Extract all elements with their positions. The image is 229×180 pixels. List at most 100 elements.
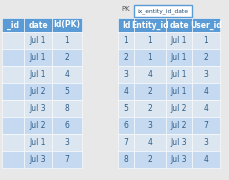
FancyBboxPatch shape <box>191 117 219 134</box>
FancyBboxPatch shape <box>2 117 24 134</box>
Text: 4: 4 <box>64 70 69 79</box>
FancyBboxPatch shape <box>165 100 191 117</box>
Text: 6: 6 <box>64 121 69 130</box>
FancyBboxPatch shape <box>24 49 52 66</box>
FancyBboxPatch shape <box>165 117 191 134</box>
Text: User_id: User_id <box>189 20 221 30</box>
Text: date: date <box>169 21 188 30</box>
FancyBboxPatch shape <box>191 134 219 151</box>
Text: 2: 2 <box>147 104 152 113</box>
Text: Entity_id: Entity_id <box>131 20 168 30</box>
Text: _id: _id <box>7 20 19 30</box>
Text: 8: 8 <box>64 104 69 113</box>
FancyBboxPatch shape <box>134 134 165 151</box>
Text: Jul 3: Jul 3 <box>30 104 46 113</box>
Text: 8: 8 <box>123 155 128 164</box>
FancyBboxPatch shape <box>52 100 82 117</box>
Text: 4: 4 <box>147 138 152 147</box>
Text: Jul 1: Jul 1 <box>30 53 46 62</box>
Text: Jul 1: Jul 1 <box>30 138 46 147</box>
Text: 2: 2 <box>123 53 128 62</box>
FancyBboxPatch shape <box>117 117 134 134</box>
FancyBboxPatch shape <box>2 18 24 32</box>
FancyBboxPatch shape <box>165 134 191 151</box>
FancyBboxPatch shape <box>24 83 52 100</box>
Text: 5: 5 <box>64 87 69 96</box>
FancyBboxPatch shape <box>52 151 82 168</box>
FancyBboxPatch shape <box>117 151 134 168</box>
Text: 7: 7 <box>64 155 69 164</box>
FancyBboxPatch shape <box>52 83 82 100</box>
Text: Jul 1: Jul 1 <box>170 53 186 62</box>
Text: Jul 2: Jul 2 <box>30 121 46 130</box>
Text: 1: 1 <box>147 53 152 62</box>
Text: 2: 2 <box>147 87 152 96</box>
Text: 3: 3 <box>147 121 152 130</box>
Text: Id(PK): Id(PK) <box>53 21 80 30</box>
FancyBboxPatch shape <box>191 18 219 32</box>
FancyBboxPatch shape <box>191 49 219 66</box>
FancyBboxPatch shape <box>117 83 134 100</box>
Text: 1: 1 <box>203 36 207 45</box>
FancyBboxPatch shape <box>117 49 134 66</box>
Text: Jul 1: Jul 1 <box>30 36 46 45</box>
FancyBboxPatch shape <box>2 151 24 168</box>
FancyBboxPatch shape <box>52 18 82 32</box>
Text: 3: 3 <box>203 70 207 79</box>
FancyBboxPatch shape <box>191 83 219 100</box>
FancyBboxPatch shape <box>191 151 219 168</box>
FancyBboxPatch shape <box>52 134 82 151</box>
Text: PK: PK <box>121 6 130 12</box>
FancyBboxPatch shape <box>134 18 165 32</box>
FancyBboxPatch shape <box>117 32 134 49</box>
Text: 7: 7 <box>123 138 128 147</box>
FancyBboxPatch shape <box>52 66 82 83</box>
Text: Jul 1: Jul 1 <box>170 36 186 45</box>
Text: 5: 5 <box>123 104 128 113</box>
FancyBboxPatch shape <box>191 32 219 49</box>
FancyBboxPatch shape <box>191 100 219 117</box>
Text: 2: 2 <box>147 155 152 164</box>
FancyBboxPatch shape <box>134 100 165 117</box>
Text: Jul 2: Jul 2 <box>170 104 186 113</box>
FancyBboxPatch shape <box>165 18 191 32</box>
FancyBboxPatch shape <box>117 100 134 117</box>
FancyBboxPatch shape <box>2 32 24 49</box>
FancyBboxPatch shape <box>165 151 191 168</box>
FancyBboxPatch shape <box>134 66 165 83</box>
Text: 4: 4 <box>147 70 152 79</box>
FancyBboxPatch shape <box>52 49 82 66</box>
FancyBboxPatch shape <box>2 134 24 151</box>
FancyBboxPatch shape <box>24 151 52 168</box>
FancyBboxPatch shape <box>2 100 24 117</box>
FancyBboxPatch shape <box>52 117 82 134</box>
Text: Jul 1: Jul 1 <box>30 70 46 79</box>
Text: Jul 3: Jul 3 <box>170 155 186 164</box>
Text: 4: 4 <box>203 104 207 113</box>
FancyBboxPatch shape <box>117 134 134 151</box>
FancyBboxPatch shape <box>2 83 24 100</box>
FancyBboxPatch shape <box>24 66 52 83</box>
FancyBboxPatch shape <box>117 66 134 83</box>
FancyBboxPatch shape <box>191 66 219 83</box>
FancyBboxPatch shape <box>165 66 191 83</box>
Text: Id: Id <box>121 21 130 30</box>
FancyBboxPatch shape <box>165 83 191 100</box>
FancyBboxPatch shape <box>134 151 165 168</box>
FancyBboxPatch shape <box>24 32 52 49</box>
Text: date: date <box>28 21 48 30</box>
FancyBboxPatch shape <box>165 32 191 49</box>
Text: Jul 2: Jul 2 <box>30 87 46 96</box>
Text: 4: 4 <box>203 155 207 164</box>
FancyBboxPatch shape <box>134 5 191 17</box>
Text: 3: 3 <box>203 138 207 147</box>
Text: Jul 1: Jul 1 <box>170 87 186 96</box>
FancyBboxPatch shape <box>134 83 165 100</box>
FancyBboxPatch shape <box>24 117 52 134</box>
FancyBboxPatch shape <box>24 18 52 32</box>
Text: 2: 2 <box>203 53 207 62</box>
FancyBboxPatch shape <box>52 32 82 49</box>
Text: 1: 1 <box>64 36 69 45</box>
Text: 1: 1 <box>147 36 152 45</box>
Text: 3: 3 <box>64 138 69 147</box>
